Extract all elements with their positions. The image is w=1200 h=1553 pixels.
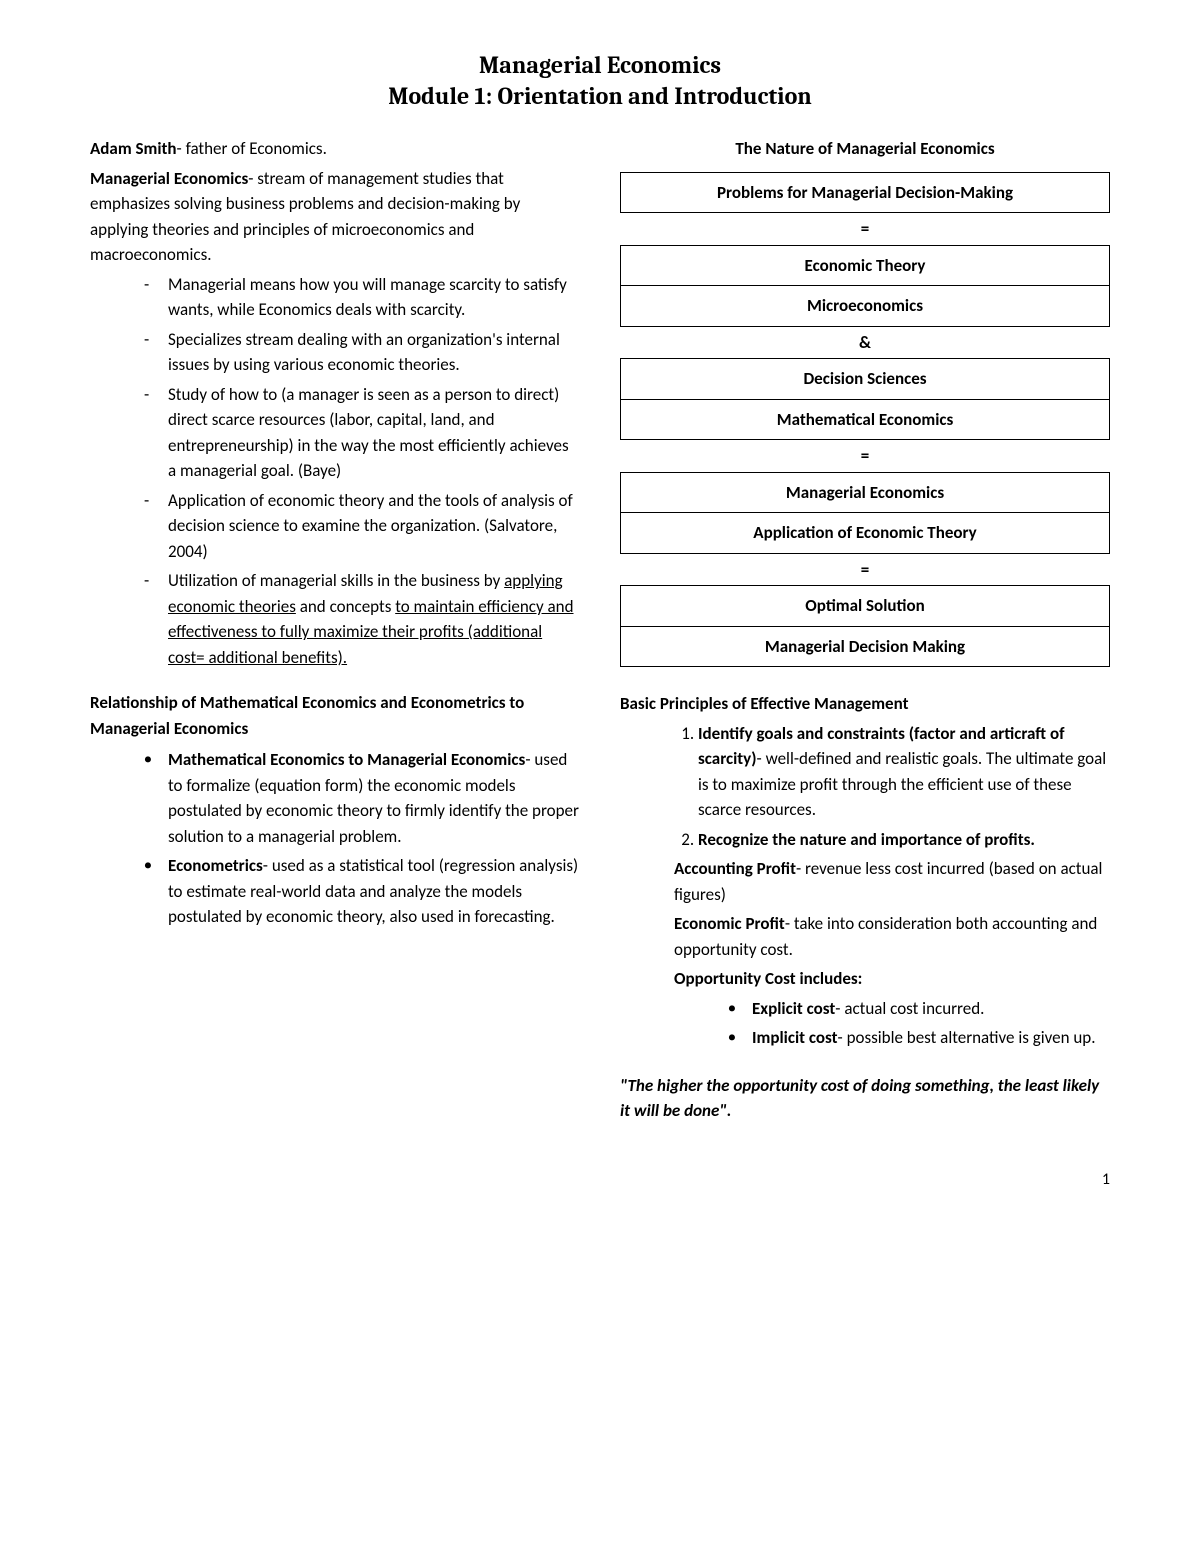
diagram-box: Application of Economic Theory [620, 513, 1110, 554]
diagram-connector: & [620, 327, 1110, 359]
ep-term: Economic Profit [674, 913, 785, 934]
explicit-cost-desc: - actual cost incurred. [835, 998, 984, 1019]
diagram-box: Problems for Managerial Decision-Making [620, 172, 1110, 214]
diagram-connector: = [620, 554, 1110, 586]
opportunity-cost-heading: Opportunity Cost includes: [620, 966, 1110, 992]
cost-list: Explicit cost- actual cost incurred. Imp… [620, 996, 1110, 1051]
bullet-item: Econometrics- used as a statistical tool… [144, 853, 580, 930]
cost-item: Implicit cost- possible best alternative… [728, 1025, 1110, 1051]
dash5-mid: and concepts [296, 596, 395, 617]
math-econ-term: Mathematical Economics to Managerial Eco… [168, 749, 525, 770]
diagram-box: Managerial Economics [620, 472, 1110, 514]
dash-item: Utilization of managerial skills in the … [144, 568, 580, 670]
two-column-layout: Adam Smith- father of Economics. Manager… [90, 136, 1110, 1128]
doc-title-line2: Module 1: Orientation and Introduction [90, 81, 1110, 112]
left-column: Adam Smith- father of Economics. Manager… [90, 136, 580, 1128]
principles-heading: Basic Principles of Effective Management [620, 691, 1110, 717]
title-block: Managerial Economics Module 1: Orientati… [90, 50, 1110, 112]
adam-smith-para: Adam Smith- father of Economics. [90, 136, 580, 162]
econometrics-term: Econometrics [168, 855, 263, 876]
cost-item: Explicit cost- actual cost incurred. [728, 996, 1110, 1022]
nature-diagram: Problems for Managerial Decision-Making … [620, 172, 1110, 668]
managerial-econ-para: Managerial Economics- stream of manageme… [90, 166, 580, 268]
bullet-list: Mathematical Economics to Managerial Eco… [90, 747, 580, 930]
implicit-cost-desc: - possible best alternative is given up. [838, 1027, 1096, 1048]
numbered-item: Recognize the nature and importance of p… [698, 827, 1110, 853]
implicit-cost-term: Implicit cost [752, 1027, 838, 1048]
relationship-heading: Relationship of Mathematical Economics a… [90, 690, 580, 741]
dash-item: Study of how to (a manager is seen as a … [144, 382, 580, 484]
dash-item: Specializes stream dealing with an organ… [144, 327, 580, 378]
bullet-item: Mathematical Economics to Managerial Eco… [144, 747, 580, 849]
diagram-box: Microeconomics [620, 286, 1110, 327]
diagram-box: Economic Theory [620, 245, 1110, 287]
explicit-cost-term: Explicit cost [752, 998, 835, 1019]
adam-smith-name: Adam Smith [90, 138, 177, 159]
dash-list: Managerial means how you will manage sca… [90, 272, 580, 671]
right-column: The Nature of Managerial Economics Probl… [620, 136, 1110, 1128]
ol1-rest: - well-defined and realistic goals. The … [698, 748, 1106, 820]
diagram-box: Decision Sciences [620, 358, 1110, 400]
numbered-item: Identify goals and constraints (factor a… [698, 721, 1110, 823]
quote: "The higher the opportunity cost of doin… [620, 1073, 1110, 1124]
managerial-econ-term: Managerial Economics [90, 168, 248, 189]
dash-item: Managerial means how you will manage sca… [144, 272, 580, 323]
dash5-pre: Utilization of managerial skills in the … [168, 570, 504, 591]
accounting-profit: Accounting Profit- revenue less cost inc… [620, 856, 1110, 907]
ap-term: Accounting Profit [674, 858, 796, 879]
ol2-bold: Recognize the nature and importance of p… [698, 829, 1035, 850]
diagram-connector: = [620, 440, 1110, 472]
dash-item: Application of economic theory and the t… [144, 488, 580, 565]
diagram-connector: = [620, 213, 1110, 245]
diagram-box: Managerial Decision Making [620, 627, 1110, 668]
diagram-box: Optimal Solution [620, 585, 1110, 627]
diagram-box: Mathematical Economics [620, 400, 1110, 441]
diagram-title: The Nature of Managerial Economics [620, 136, 1110, 162]
numbered-list: Identify goals and constraints (factor a… [620, 721, 1110, 853]
economic-profit: Economic Profit- take into consideration… [620, 911, 1110, 962]
page-number: 1 [90, 1168, 1110, 1192]
adam-smith-desc: - father of Economics. [177, 138, 327, 159]
doc-title-line1: Managerial Economics [90, 50, 1110, 81]
